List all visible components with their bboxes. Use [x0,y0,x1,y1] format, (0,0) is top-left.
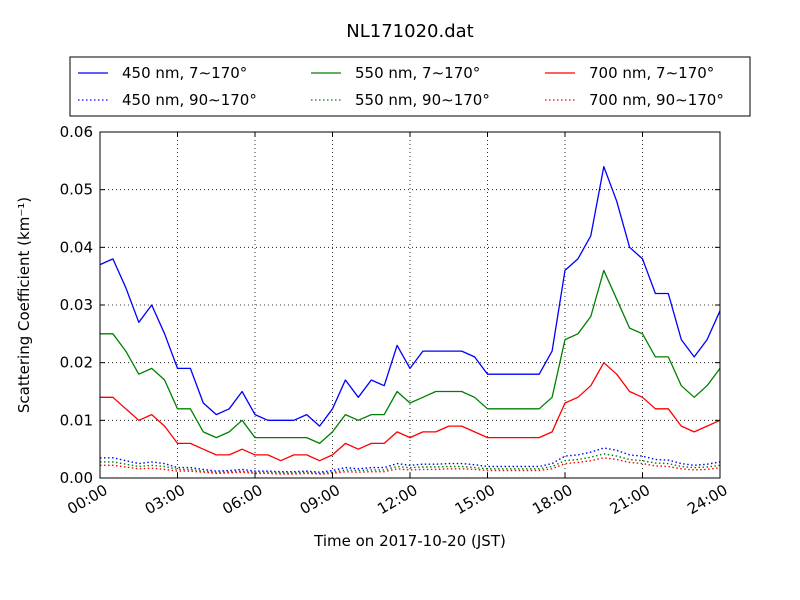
legend-label: 700 nm, 7∼170° [589,64,714,82]
legend-label: 450 nm, 90∼170° [122,91,257,109]
series-layer [99,165,721,475]
series-line [100,362,721,462]
y-tick-label: 0.03 [60,296,93,314]
grid [100,132,720,478]
legend-label: 550 nm, 90∼170° [355,91,490,109]
series-line [100,269,721,445]
series-line [99,165,721,427]
legend-label: 700 nm, 90∼170° [589,91,724,109]
y-tick-label: 0.00 [60,469,93,487]
chart-title: NL171020.dat [346,21,473,42]
legend-label: 550 nm, 7∼170° [355,64,480,82]
y-tick-label: 0.01 [60,411,93,429]
y-tick-label: 0.04 [60,238,93,256]
y-tick-label: 0.06 [60,123,93,141]
legend: 450 nm, 7∼170° 550 nm, 7∼170° 700 nm, 7∼17… [69,56,751,117]
x-axis-label: Time on 2017-10-20 (JST) [313,532,506,550]
legend-box [69,56,751,117]
y-tick-label: 0.05 [60,181,93,199]
series-line [100,447,721,473]
y-tick-label: 0.02 [60,354,93,372]
series-line [100,453,721,475]
legend-label: 450 nm, 7∼170° [122,64,247,82]
y-axis-label: Scattering Coefficient (km⁻¹) [15,197,33,413]
